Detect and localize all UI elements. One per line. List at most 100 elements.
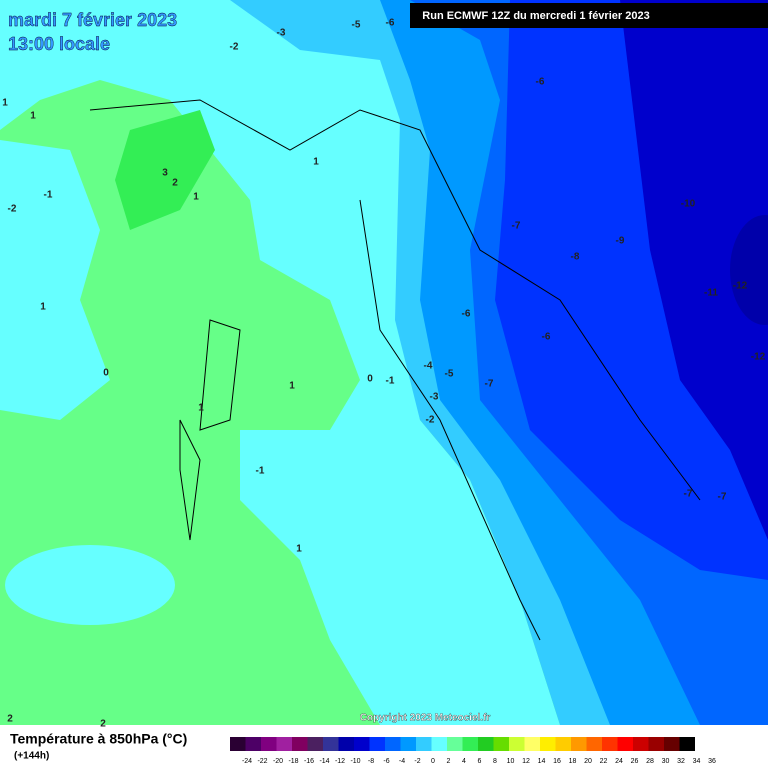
scale-swatch bbox=[493, 737, 509, 751]
scale-label: 6 bbox=[478, 758, 482, 765]
contour-label: 1 bbox=[40, 302, 46, 313]
scale-label: 28 bbox=[646, 758, 654, 765]
scale-swatch bbox=[602, 737, 618, 751]
scale-swatch bbox=[633, 737, 649, 751]
scale-swatch bbox=[369, 737, 385, 751]
scale-label: -18 bbox=[288, 758, 298, 765]
coastlines bbox=[89, 99, 701, 641]
scale-label: 0 bbox=[431, 758, 435, 765]
scale-swatch bbox=[586, 737, 602, 751]
scale-swatch bbox=[431, 737, 447, 751]
contour-label: 2 bbox=[7, 714, 13, 725]
contour-label: 1 bbox=[296, 544, 302, 555]
contour-label: 1 bbox=[313, 157, 319, 168]
contour-label: -5 bbox=[445, 369, 454, 380]
contour-label: -6 bbox=[386, 18, 395, 29]
scale-swatch bbox=[292, 737, 308, 751]
contour-label: -3 bbox=[277, 28, 286, 39]
run-box bbox=[410, 3, 768, 28]
contour-label: -7 bbox=[718, 492, 727, 503]
scale-label: 12 bbox=[522, 758, 530, 765]
scale-label: 36 bbox=[708, 758, 716, 765]
contour-label: -2 bbox=[8, 204, 17, 215]
scale-label: 18 bbox=[569, 758, 577, 765]
lead-time: (+144h) bbox=[14, 751, 49, 762]
scale-label: 20 bbox=[584, 758, 592, 765]
legend-title: Température à 850hPa (°C) bbox=[10, 731, 187, 747]
scale-swatch bbox=[664, 737, 680, 751]
contour-label: -1 bbox=[256, 466, 265, 477]
scale-label: 30 bbox=[662, 758, 670, 765]
scale-swatch bbox=[571, 737, 587, 751]
map: -2-3-5 -6-6113211-1-2-7-8-9-10-11-12-12-6… bbox=[0, 0, 768, 730]
contour-labels: -2-3-5 -6-6113211-1-2-7-8-9-10-11-12-12-6… bbox=[2, 18, 765, 730]
scale-label: 2 bbox=[447, 758, 451, 765]
scale-label: -4 bbox=[399, 758, 405, 765]
zone-blue6 bbox=[730, 215, 768, 325]
date: mardi 7 février 2023 bbox=[8, 10, 177, 30]
contour-label: -6 bbox=[462, 309, 471, 320]
contour-label: -5 bbox=[352, 20, 361, 31]
scale-label: 24 bbox=[615, 758, 623, 765]
scale-swatch bbox=[276, 737, 292, 751]
contour-label: -6 bbox=[536, 77, 545, 88]
run-info: Run ECMWF 12Z du mercredi 1 février 2023 bbox=[422, 10, 649, 22]
scale-label: 4 bbox=[462, 758, 466, 765]
contour-label: -6 bbox=[542, 332, 551, 343]
scale-label: 16 bbox=[553, 758, 561, 765]
contour-label: 0 bbox=[367, 374, 373, 385]
contour-label: 2 bbox=[172, 178, 178, 189]
copyright: Copyright 2023 Meteociel.fr bbox=[360, 713, 491, 724]
time: 13:00 locale bbox=[8, 34, 110, 54]
zone-cyan bbox=[5, 545, 175, 625]
scale-label: -24 bbox=[242, 758, 252, 765]
scale-label: -16 bbox=[304, 758, 314, 765]
contour-label: -12 bbox=[733, 281, 748, 292]
contour-label: -11 bbox=[704, 288, 718, 299]
zone-cyan bbox=[0, 140, 110, 420]
scale-label: -12 bbox=[335, 758, 345, 765]
scale-label: 14 bbox=[538, 758, 546, 765]
contour-label: 1 bbox=[289, 381, 295, 392]
scale-label: 34 bbox=[693, 758, 701, 765]
contour-label: 1 bbox=[2, 98, 8, 109]
scale-swatch bbox=[462, 737, 478, 751]
scale-swatch bbox=[354, 737, 370, 751]
scale-swatch bbox=[679, 737, 695, 751]
scale-swatch bbox=[385, 737, 401, 751]
contour-label: -1 bbox=[44, 190, 53, 201]
scale-label: -6 bbox=[383, 758, 389, 765]
scale-label: -8 bbox=[368, 758, 374, 765]
scale-swatch bbox=[447, 737, 463, 751]
contour-label: -4 bbox=[424, 361, 433, 372]
scale-label: -20 bbox=[273, 758, 283, 765]
scale-swatch bbox=[245, 737, 261, 751]
scale-swatch bbox=[555, 737, 571, 751]
contour-label: 1 bbox=[193, 192, 199, 203]
contour-label: 2 bbox=[100, 719, 106, 730]
scale-swatch bbox=[478, 737, 494, 751]
contour-label: -10 bbox=[681, 199, 696, 210]
contour-label: -9 bbox=[616, 236, 625, 247]
contour-label: -7 bbox=[684, 489, 693, 500]
scale-swatch bbox=[400, 737, 416, 751]
scale-label: -22 bbox=[257, 758, 267, 765]
zone-green-dark bbox=[115, 110, 215, 230]
scale-swatch bbox=[524, 737, 540, 751]
scale-swatch bbox=[338, 737, 354, 751]
scale-label: 22 bbox=[600, 758, 608, 765]
contour-label: 0 bbox=[103, 368, 109, 379]
color-scale: -24 -22 -20 -18 -16 -14 -12 -10 -8 -6 -4 -2 0 2 4 6 8 10 1… bbox=[230, 737, 716, 765]
contour-label: -2 bbox=[230, 42, 239, 53]
contour-label: -7 bbox=[485, 379, 494, 390]
scale-swatch bbox=[509, 737, 525, 751]
scale-swatch bbox=[416, 737, 432, 751]
scale-swatch bbox=[307, 737, 323, 751]
contour-label: -7 bbox=[512, 221, 521, 232]
scale-label: 10 bbox=[507, 758, 515, 765]
contour-label: 1 bbox=[30, 111, 36, 122]
scale-label: -14 bbox=[319, 758, 329, 765]
scale-swatch bbox=[648, 737, 664, 751]
contour-label: -3 bbox=[430, 392, 439, 403]
